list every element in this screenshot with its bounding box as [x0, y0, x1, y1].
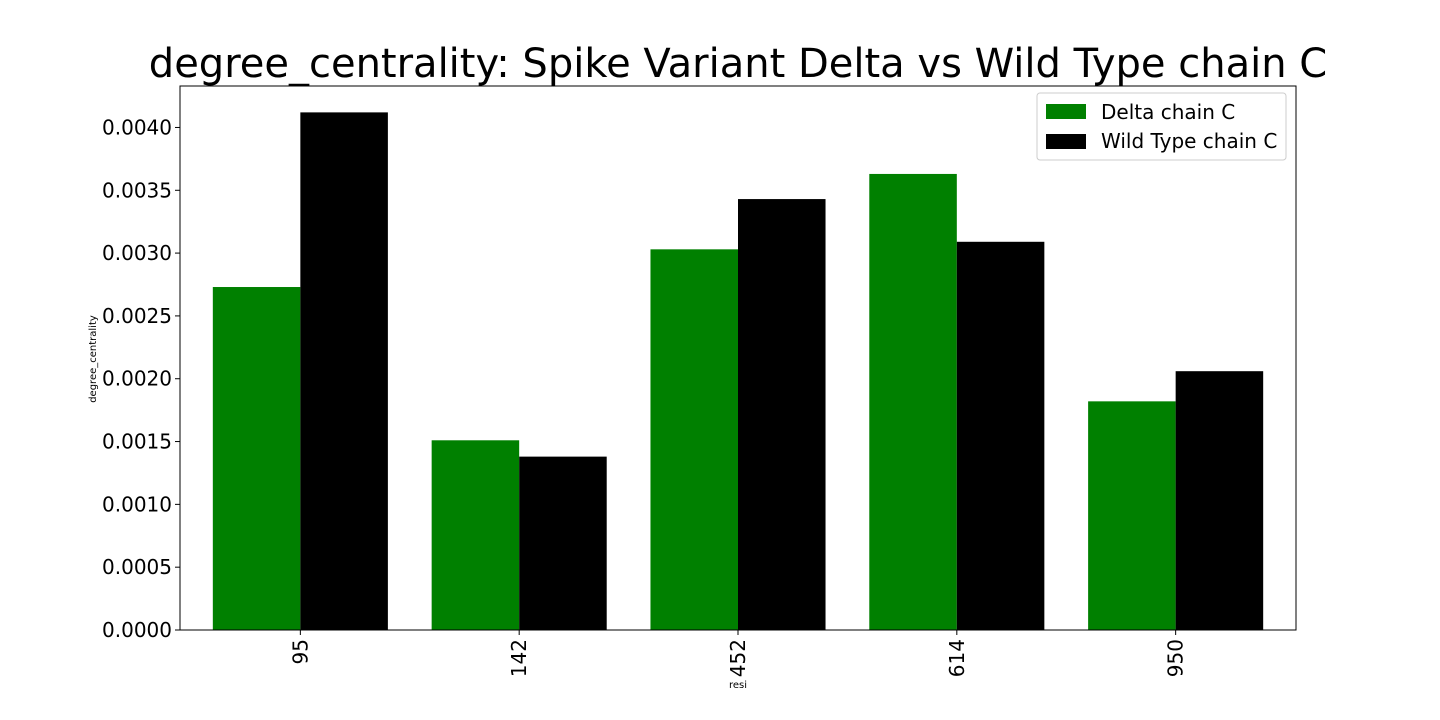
bar-delta-chain-c-452	[650, 249, 738, 630]
x-tick-label-950: 950	[1164, 639, 1188, 677]
y-tick-label-0-0010: 0.0010	[102, 492, 172, 516]
x-tick-label-614: 614	[945, 639, 969, 677]
bar-wild-type-chain-c-142	[519, 456, 607, 630]
y-tick-label-0-0005: 0.0005	[102, 555, 172, 579]
legend-swatch-wild-type	[1046, 134, 1086, 149]
legend-box	[1036, 92, 1287, 161]
x-tick-label-95: 95	[288, 639, 312, 664]
y-axis: 0.0000 0.0005 0.0010 0.0015 0.0020 0.0025 0.00…	[102, 115, 180, 642]
y-tick-label-0-0025: 0.0025	[102, 304, 172, 328]
bar-wild-type-chain-c-614	[956, 241, 1045, 631]
legend: Delta chain C Wild Type chain C	[1036, 92, 1287, 161]
x-axis: 95 142 452 614 950	[288, 630, 1188, 677]
legend-label-delta: Delta chain C	[1101, 100, 1235, 124]
bar-delta-chain-c-950	[1088, 401, 1176, 630]
bars-layer	[212, 112, 1264, 631]
y-tick-label-0-0015: 0.0015	[102, 430, 172, 454]
y-tick-label-0-0040: 0.0040	[102, 115, 172, 139]
bar-delta-chain-c-95	[212, 287, 301, 630]
legend-swatch-delta	[1046, 104, 1086, 119]
x-tick-label-452: 452	[726, 639, 750, 677]
y-tick-label-0-0000: 0.0000	[102, 618, 172, 642]
y-tick-label-0-0020: 0.0020	[102, 367, 172, 391]
bar-wild-type-chain-c-452	[738, 199, 826, 630]
legend-label-wild-type: Wild Type chain C	[1101, 129, 1277, 153]
x-tick-label-142: 142	[507, 639, 531, 677]
plot-frame	[179, 85, 1297, 631]
bar-delta-chain-c-142	[431, 440, 520, 630]
x-axis-label: resi	[729, 680, 747, 691]
bar-wild-type-chain-c-950	[1175, 371, 1264, 630]
y-tick-label-0-0030: 0.0030	[102, 241, 172, 265]
bar-wild-type-chain-c-95	[300, 112, 388, 630]
y-axis-label: degree_centrality	[88, 315, 99, 403]
chart-title: degree_centrality: Spike Variant Delta v…	[149, 41, 1327, 87]
y-tick-label-0-0035: 0.0035	[102, 178, 172, 202]
bar-delta-chain-c-614	[869, 173, 957, 630]
